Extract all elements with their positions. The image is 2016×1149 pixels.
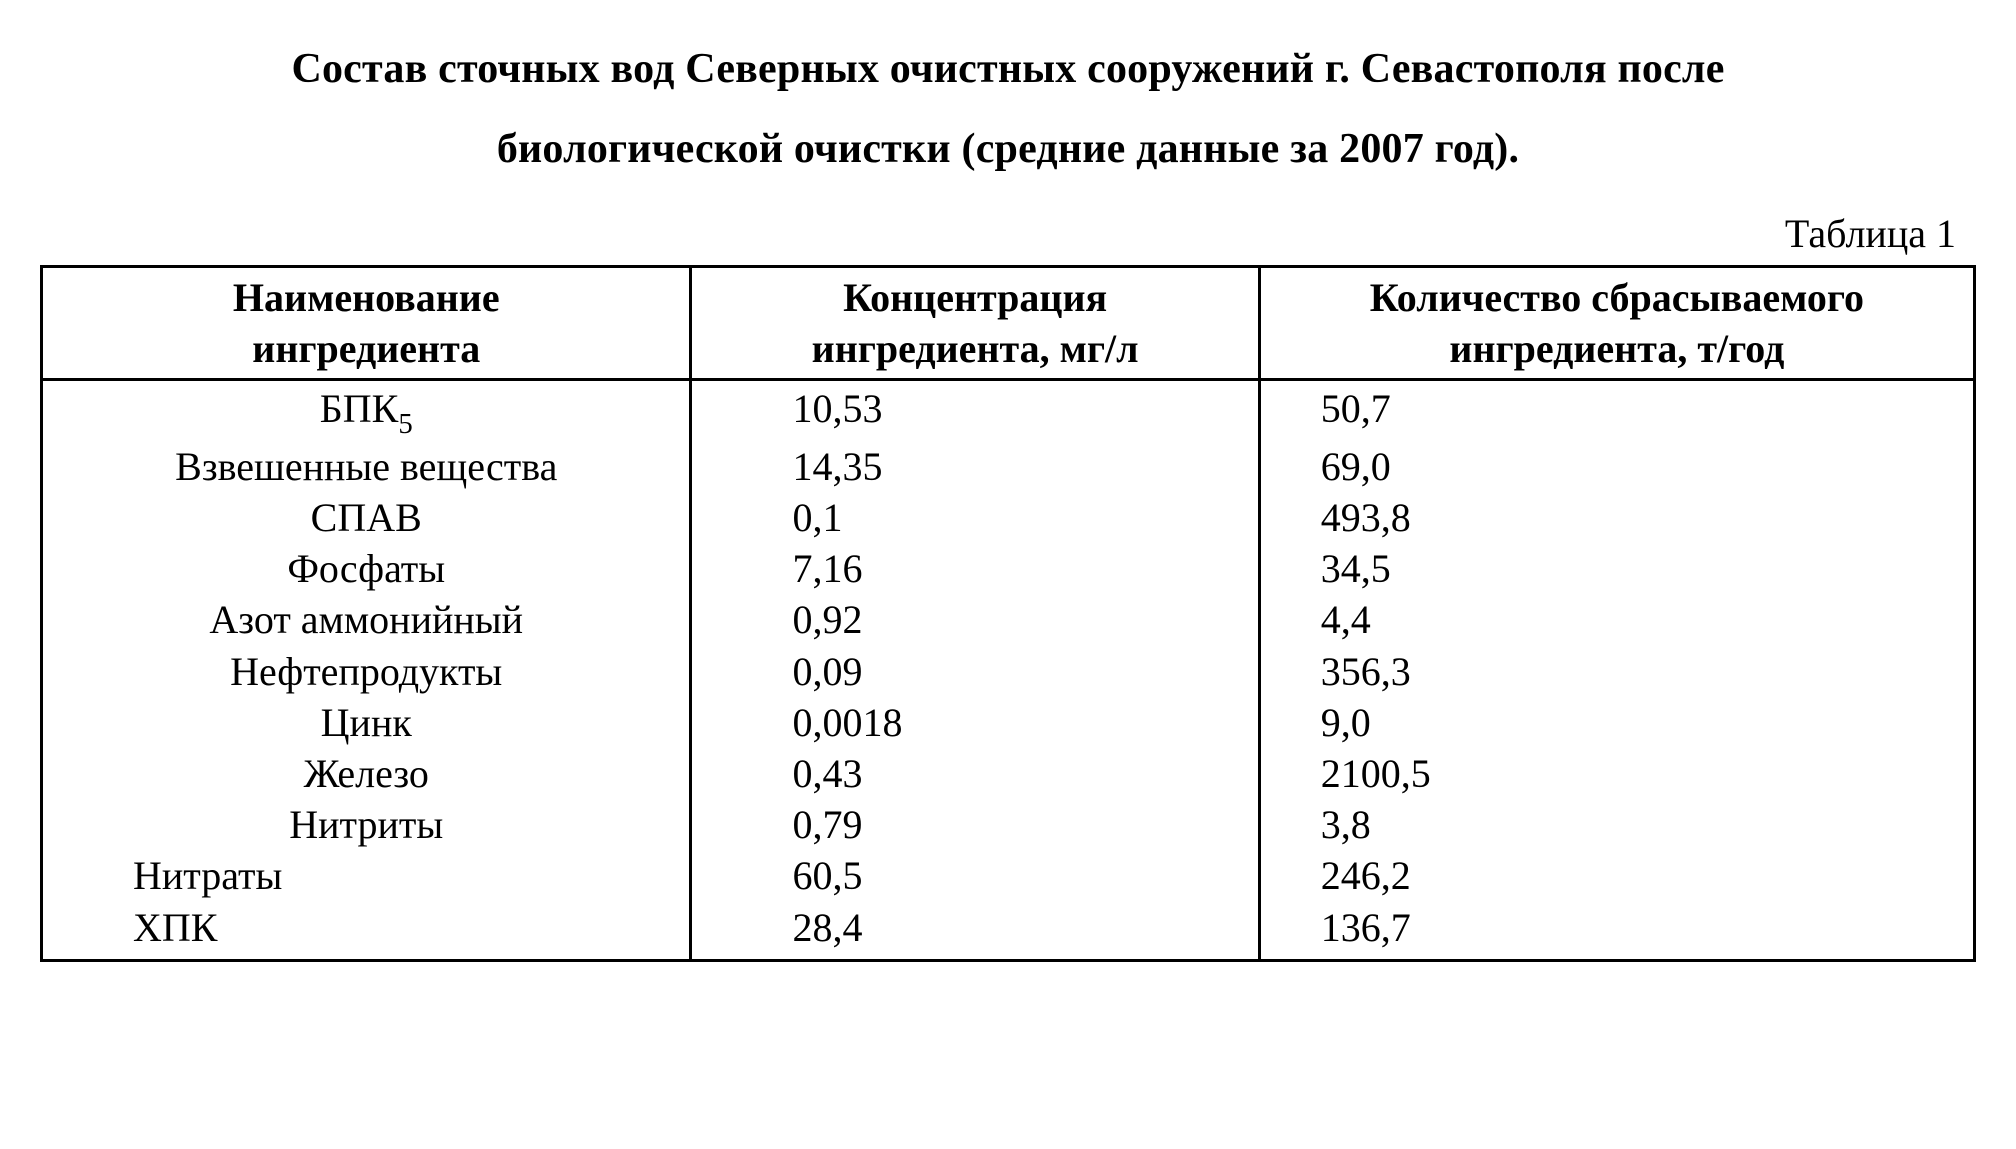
cell-ingredient-name: Нефтепродукты — [42, 646, 691, 697]
cell-amount: 246,2 — [1259, 850, 1974, 901]
cell-concentration: 28,4 — [691, 902, 1259, 961]
cell-ingredient-name: ХПК — [42, 902, 691, 961]
column-header-name: Наименование ингредиента — [42, 266, 691, 379]
cell-ingredient-name: Азот аммонийный — [42, 594, 691, 645]
cell-concentration: 0,79 — [691, 799, 1259, 850]
table-row: Фосфаты7,1634,5 — [42, 543, 1975, 594]
table-row: Нефтепродукты0,09356,3 — [42, 646, 1975, 697]
cell-amount: 3,8 — [1259, 799, 1974, 850]
cell-amount: 69,0 — [1259, 441, 1974, 492]
table-row: СПАВ0,1493,8 — [42, 492, 1975, 543]
cell-amount: 9,0 — [1259, 697, 1974, 748]
column-header-conc-line2: ингредиента, мг/л — [812, 326, 1139, 371]
page-title: Состав сточных вод Северных очистных соо… — [58, 30, 1958, 190]
cell-ingredient-name: Нитраты — [42, 850, 691, 901]
table-row: БПК510,5350,7 — [42, 379, 1975, 440]
table-row: ХПК28,4136,7 — [42, 902, 1975, 961]
table-row: Железо0,432100,5 — [42, 748, 1975, 799]
cell-concentration: 10,53 — [691, 379, 1259, 440]
cell-ingredient-name: Цинк — [42, 697, 691, 748]
ingredient-name-prefix: БПК — [320, 386, 399, 431]
composition-table: Наименование ингредиента Концентрация ин… — [40, 265, 1976, 962]
column-header-name-line2: ингредиента — [252, 326, 480, 371]
cell-concentration: 14,35 — [691, 441, 1259, 492]
cell-amount: 50,7 — [1259, 379, 1974, 440]
cell-amount: 493,8 — [1259, 492, 1974, 543]
column-header-concentration: Концентрация ингредиента, мг/л — [691, 266, 1259, 379]
cell-concentration: 0,0018 — [691, 697, 1259, 748]
cell-ingredient-name: Нитриты — [42, 799, 691, 850]
cell-amount: 34,5 — [1259, 543, 1974, 594]
cell-amount: 4,4 — [1259, 594, 1974, 645]
cell-ingredient-name: Взвешенные вещества — [42, 441, 691, 492]
cell-amount: 2100,5 — [1259, 748, 1974, 799]
column-header-amount-line1: Количество сбрасываемого — [1370, 275, 1864, 320]
cell-ingredient-name: СПАВ — [42, 492, 691, 543]
cell-amount: 136,7 — [1259, 902, 1974, 961]
cell-concentration: 60,5 — [691, 850, 1259, 901]
table-header-row: Наименование ингредиента Концентрация ин… — [42, 266, 1975, 379]
column-header-name-line1: Наименование — [233, 275, 500, 320]
cell-concentration: 0,43 — [691, 748, 1259, 799]
page: Состав сточных вод Северных очистных соо… — [0, 0, 2016, 1149]
cell-ingredient-name: Железо — [42, 748, 691, 799]
cell-ingredient-name: БПК5 — [42, 379, 691, 440]
table-row: Взвешенные вещества14,3569,0 — [42, 441, 1975, 492]
table-row: Цинк0,00189,0 — [42, 697, 1975, 748]
ingredient-name-subscript: 5 — [398, 408, 412, 440]
cell-concentration: 7,16 — [691, 543, 1259, 594]
table-row: Нитраты60,5246,2 — [42, 850, 1975, 901]
cell-amount: 356,3 — [1259, 646, 1974, 697]
table-body: БПК510,5350,7Взвешенные вещества14,3569,… — [42, 379, 1975, 960]
column-header-conc-line1: Концентрация — [843, 275, 1107, 320]
cell-concentration: 0,1 — [691, 492, 1259, 543]
cell-concentration: 0,09 — [691, 646, 1259, 697]
table-row: Нитриты0,793,8 — [42, 799, 1975, 850]
cell-ingredient-name: Фосфаты — [42, 543, 691, 594]
title-line-2: биологической очистки (средние данные за… — [497, 126, 1519, 172]
table-label: Таблица 1 — [40, 210, 1956, 257]
title-line-1: Состав сточных вод Северных очистных соо… — [291, 46, 1724, 92]
column-header-amount: Количество сбрасываемого ингредиента, т/… — [1259, 266, 1974, 379]
table-row: Азот аммонийный0,924,4 — [42, 594, 1975, 645]
cell-concentration: 0,92 — [691, 594, 1259, 645]
column-header-amount-line2: ингредиента, т/год — [1449, 326, 1784, 371]
